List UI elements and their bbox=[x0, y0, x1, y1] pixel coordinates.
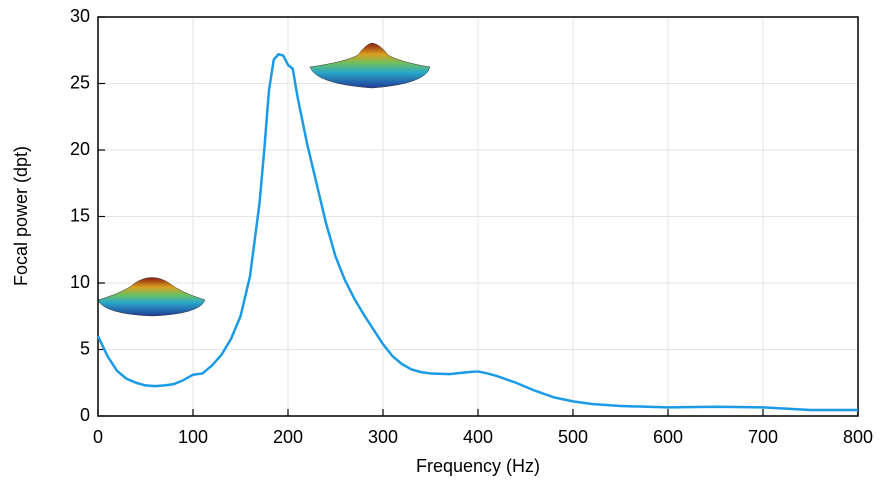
x-tick-label: 700 bbox=[748, 427, 778, 447]
y-tick-label: 0 bbox=[80, 405, 90, 425]
x-tick-label: 400 bbox=[463, 427, 493, 447]
y-tick-label: 30 bbox=[70, 6, 90, 26]
x-tick-label: 300 bbox=[368, 427, 398, 447]
y-axis-title: Focal power (dpt) bbox=[11, 146, 31, 286]
y-tick-label: 15 bbox=[70, 205, 90, 225]
x-tick-label: 500 bbox=[558, 427, 588, 447]
y-tick-label: 25 bbox=[70, 72, 90, 92]
y-tick-label: 10 bbox=[70, 272, 90, 292]
y-tick-label: 20 bbox=[70, 139, 90, 159]
mode-shape-inset bbox=[309, 42, 431, 89]
y-tick-label: 5 bbox=[80, 338, 90, 358]
x-axis-title: Frequency (Hz) bbox=[416, 456, 540, 476]
x-tick-label: 800 bbox=[843, 427, 873, 447]
x-tick-label: 100 bbox=[178, 427, 208, 447]
grid bbox=[97, 16, 859, 417]
x-tick-label: 600 bbox=[653, 427, 683, 447]
x-tick-label: 0 bbox=[93, 427, 103, 447]
mode-shape-inset bbox=[97, 277, 206, 317]
data-line bbox=[96, 52, 858, 412]
x-tick-label: 200 bbox=[273, 427, 303, 447]
